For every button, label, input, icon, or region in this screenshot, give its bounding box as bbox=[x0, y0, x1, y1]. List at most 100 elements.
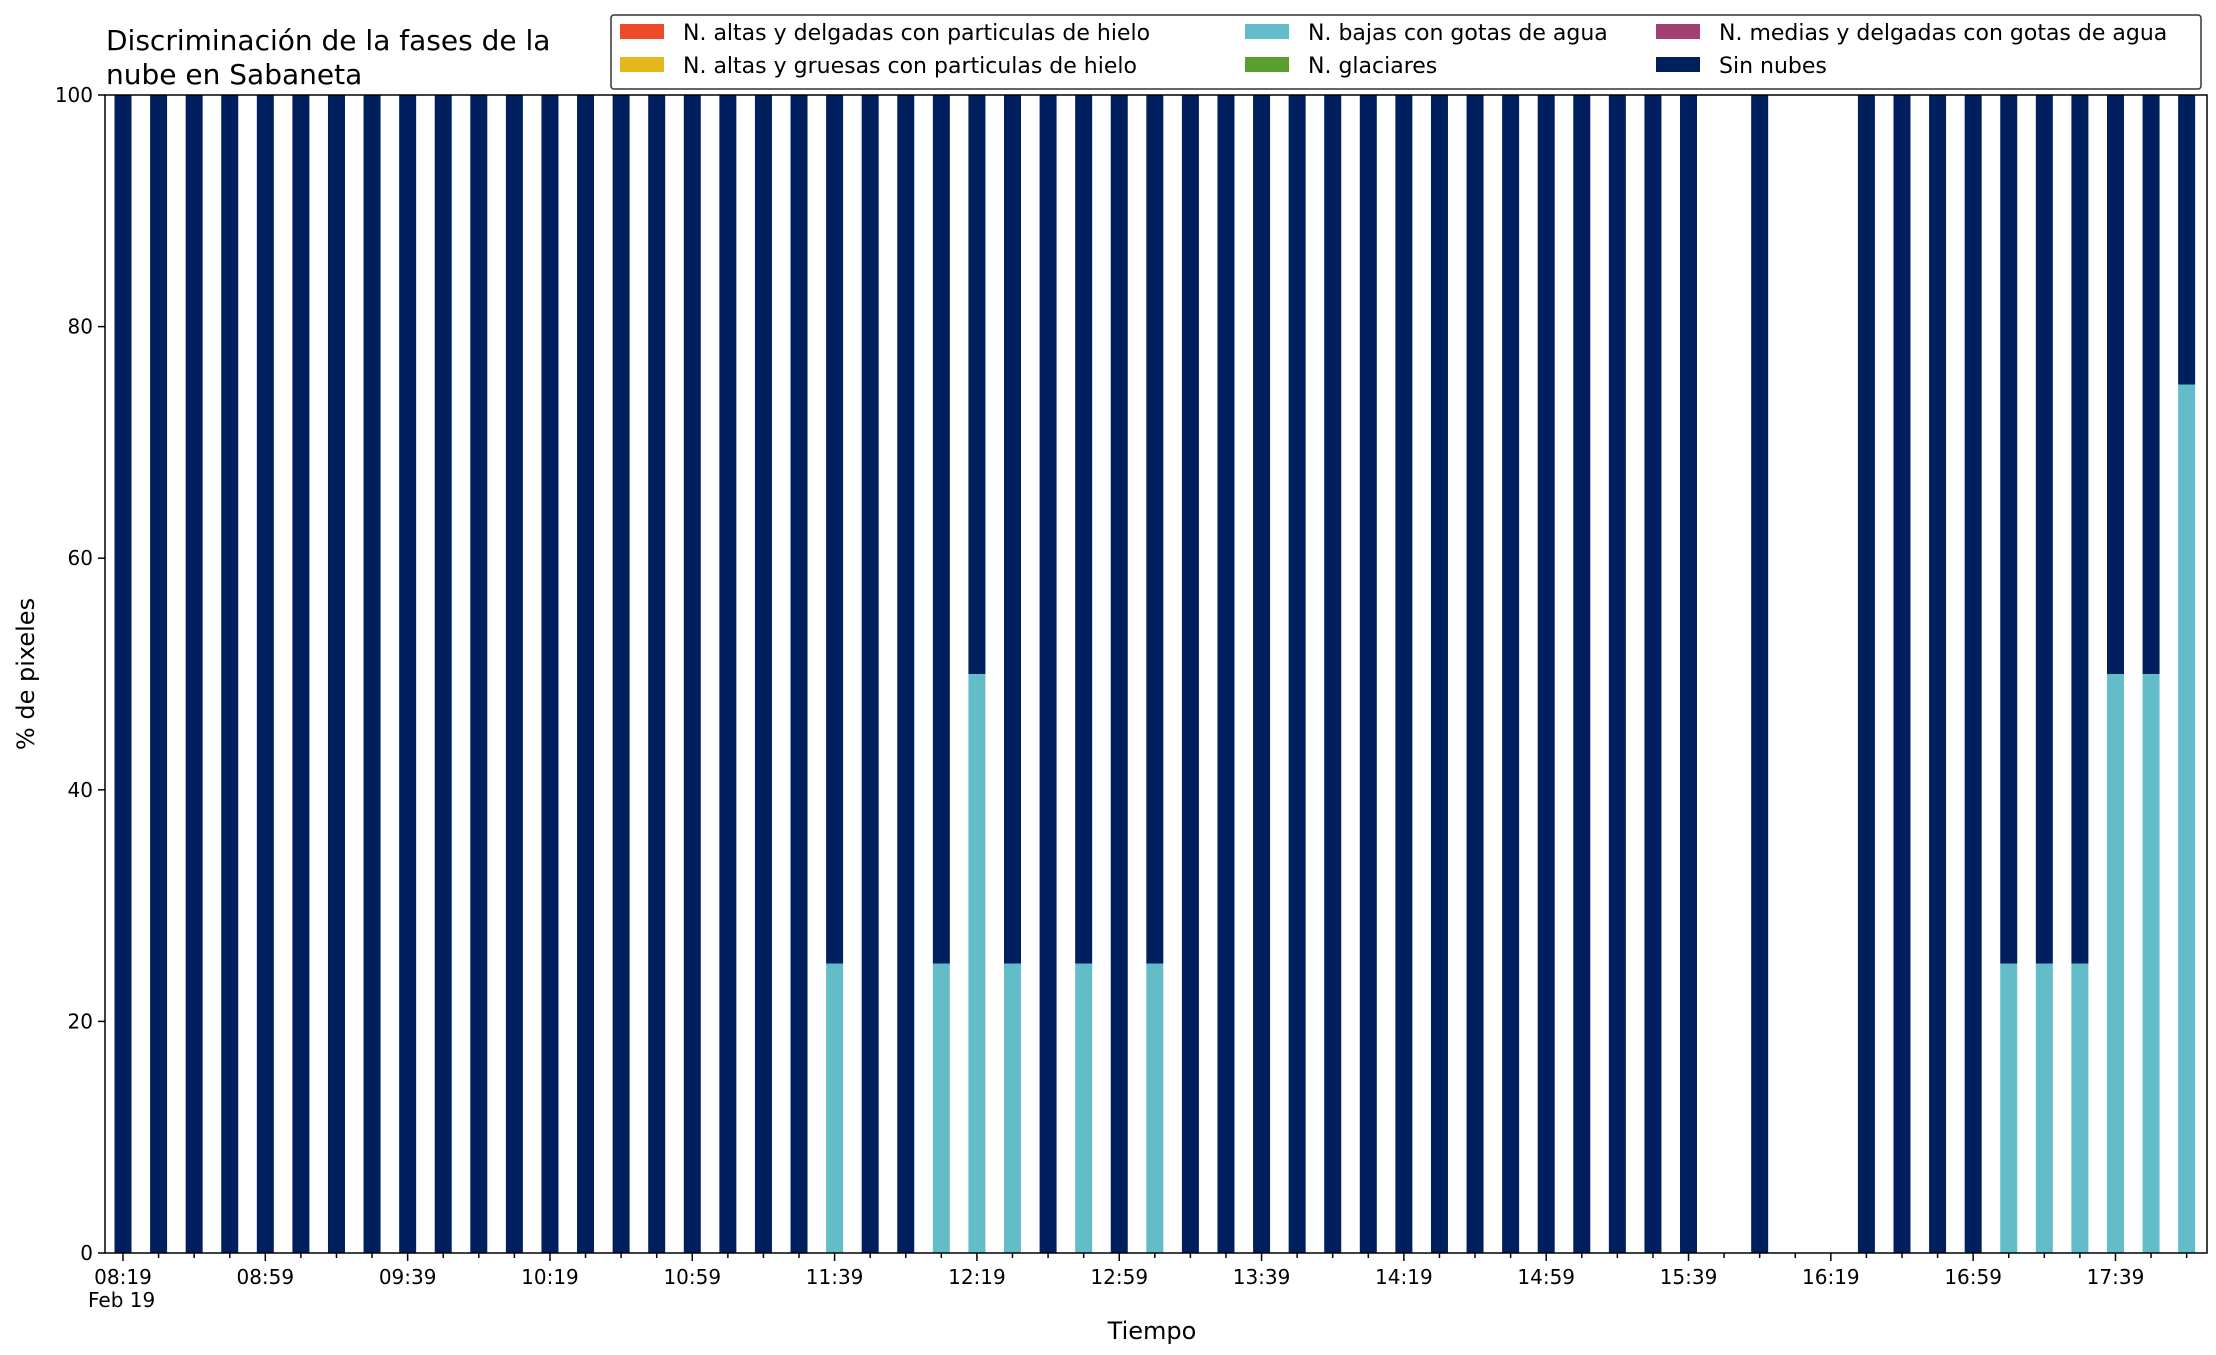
bar-1729-series-5 bbox=[2071, 95, 2089, 964]
bar-1219-series-2 bbox=[968, 674, 986, 1253]
bar-1329-series-5 bbox=[1217, 95, 1235, 1253]
y-tick-label: 60 bbox=[68, 546, 93, 570]
legend-swatch bbox=[1245, 57, 1289, 72]
x-tick-label: 14:19 bbox=[1375, 1265, 1433, 1289]
bar-0849-series-5 bbox=[221, 95, 239, 1253]
bar-1239-series-5 bbox=[1039, 95, 1057, 1253]
x-tick-label: 09:39 bbox=[379, 1265, 437, 1289]
x-tick-label: 15:39 bbox=[1660, 1265, 1718, 1289]
bar-1639-series-5 bbox=[1893, 95, 1911, 1253]
bar-1219-series-5 bbox=[968, 95, 986, 674]
bar-0929-series-5 bbox=[363, 95, 381, 1253]
bar-1139-series-5 bbox=[826, 95, 844, 964]
legend-swatch bbox=[620, 57, 664, 72]
x-tick-label: 16:19 bbox=[1802, 1265, 1860, 1289]
bar-1349-series-5 bbox=[1288, 95, 1306, 1253]
bar-1419-series-5 bbox=[1395, 95, 1413, 1253]
bar-0949-series-5 bbox=[434, 95, 452, 1253]
bar-0829-series-5 bbox=[150, 95, 168, 1253]
bar-0919-series-5 bbox=[327, 95, 345, 1253]
y-axis: 0 20 40 60 80 100 bbox=[55, 83, 105, 1265]
bar-1129-series-5 bbox=[790, 95, 808, 1253]
bar-1059-series-5 bbox=[683, 95, 701, 1253]
x-tick-label: 12:19 bbox=[948, 1265, 1006, 1289]
x-tick-label: 17:39 bbox=[2087, 1265, 2145, 1289]
bar-1259-series-5 bbox=[1110, 95, 1128, 1253]
bar-1249-series-2 bbox=[1075, 963, 1093, 1253]
bar-1019-series-5 bbox=[541, 95, 559, 1253]
bar-1429-series-5 bbox=[1430, 95, 1448, 1253]
legend-label: N. altas y gruesas con particulas de hie… bbox=[683, 54, 1137, 79]
bar-1759-series-5 bbox=[2178, 95, 2196, 385]
x-axis: 08:19 08:59 09:39 10:19 10:59 11:39 12:19 12:59… bbox=[94, 1253, 2188, 1289]
y-tick-label: 100 bbox=[55, 83, 93, 107]
legend-swatch bbox=[620, 24, 664, 39]
chart-title-line-2: nube en Sabaneta bbox=[106, 58, 362, 91]
bar-1409-series-5 bbox=[1359, 95, 1377, 1253]
legend-label: Sin nubes bbox=[1719, 54, 1827, 79]
bar-1029-series-5 bbox=[577, 95, 595, 1253]
bar-1729-series-2 bbox=[2071, 963, 2089, 1253]
legend-label: N. medias y delgadas con gotas de agua bbox=[1719, 21, 2167, 46]
legend: N. altas y delgadas con particulas de hi… bbox=[610, 14, 2202, 90]
bar-1209-series-5 bbox=[932, 95, 950, 964]
bar-0909-series-5 bbox=[292, 95, 310, 1253]
x-tick-label: 16:59 bbox=[1944, 1265, 2002, 1289]
bar-1009-series-5 bbox=[505, 95, 523, 1253]
bar-1509-series-5 bbox=[1573, 95, 1591, 1253]
bar-1519-series-5 bbox=[1608, 95, 1626, 1253]
bar-1339-series-5 bbox=[1253, 95, 1271, 1253]
bar-1719-series-5 bbox=[2035, 95, 2053, 964]
bar-1439-series-5 bbox=[1466, 95, 1484, 1253]
y-tick-label: 40 bbox=[68, 778, 93, 802]
bar-1529-series-5 bbox=[1644, 95, 1662, 1253]
bar-1759-series-2 bbox=[2178, 384, 2196, 1253]
bar-1309-series-5 bbox=[1146, 95, 1164, 964]
bar-1039-series-5 bbox=[612, 95, 630, 1253]
y-tick-label: 0 bbox=[80, 1241, 93, 1265]
bars-layer bbox=[114, 95, 2196, 1253]
x-tick-label: 08:59 bbox=[236, 1265, 294, 1289]
bar-0959-series-5 bbox=[470, 95, 488, 1253]
x-tick-label: 08:19 bbox=[94, 1265, 152, 1289]
bar-0859-series-5 bbox=[256, 95, 274, 1253]
y-tick-label: 20 bbox=[68, 1009, 93, 1033]
bar-1449-series-5 bbox=[1502, 95, 1520, 1253]
bar-1649-series-5 bbox=[1929, 95, 1947, 1253]
x-tick-label: 11:39 bbox=[806, 1265, 864, 1289]
x-axis-label: Tiempo bbox=[1107, 1317, 1197, 1345]
bar-1749-series-5 bbox=[2142, 95, 2160, 674]
bar-1319-series-5 bbox=[1181, 95, 1199, 1253]
bar-1359-series-5 bbox=[1324, 95, 1342, 1253]
legend-label: N. bajas con gotas de agua bbox=[1308, 21, 1608, 46]
bar-1109-series-5 bbox=[719, 95, 737, 1253]
bar-0819-series-5 bbox=[114, 95, 132, 1253]
x-date-label: Feb 19 bbox=[88, 1288, 155, 1312]
legend-label: N. altas y delgadas con particulas de hi… bbox=[683, 21, 1150, 46]
x-tick-label: 10:59 bbox=[663, 1265, 721, 1289]
plot-frame bbox=[104, 94, 2208, 1254]
bar-1739-series-2 bbox=[2106, 674, 2124, 1253]
bar-1629-series-5 bbox=[1857, 95, 1875, 1253]
bar-1709-series-2 bbox=[2000, 963, 2018, 1253]
bar-1119-series-5 bbox=[754, 95, 772, 1253]
bar-1159-series-5 bbox=[897, 95, 915, 1253]
legend-label: N. glaciares bbox=[1308, 54, 1437, 79]
bar-1139-series-2 bbox=[826, 963, 844, 1253]
bar-1229-series-5 bbox=[1004, 95, 1021, 964]
bar-1459-series-5 bbox=[1537, 95, 1555, 1253]
x-tick-label: 12:59 bbox=[1090, 1265, 1148, 1289]
bar-1049-series-5 bbox=[648, 95, 666, 1253]
bar-1229-series-2 bbox=[1004, 963, 1021, 1253]
x-tick-label: 14:59 bbox=[1517, 1265, 1575, 1289]
chart-title-line-1: Discriminación de la fases de la bbox=[106, 24, 550, 57]
bar-1739-series-5 bbox=[2106, 95, 2124, 674]
y-tick-label: 80 bbox=[68, 315, 93, 339]
legend-swatch bbox=[1656, 57, 1700, 72]
x-tick-label: 10:19 bbox=[521, 1265, 579, 1289]
legend-swatch bbox=[1245, 24, 1289, 39]
legend-box bbox=[610, 14, 2202, 90]
bar-1149-series-5 bbox=[861, 95, 879, 1253]
bar-1539-series-5 bbox=[1680, 95, 1698, 1253]
